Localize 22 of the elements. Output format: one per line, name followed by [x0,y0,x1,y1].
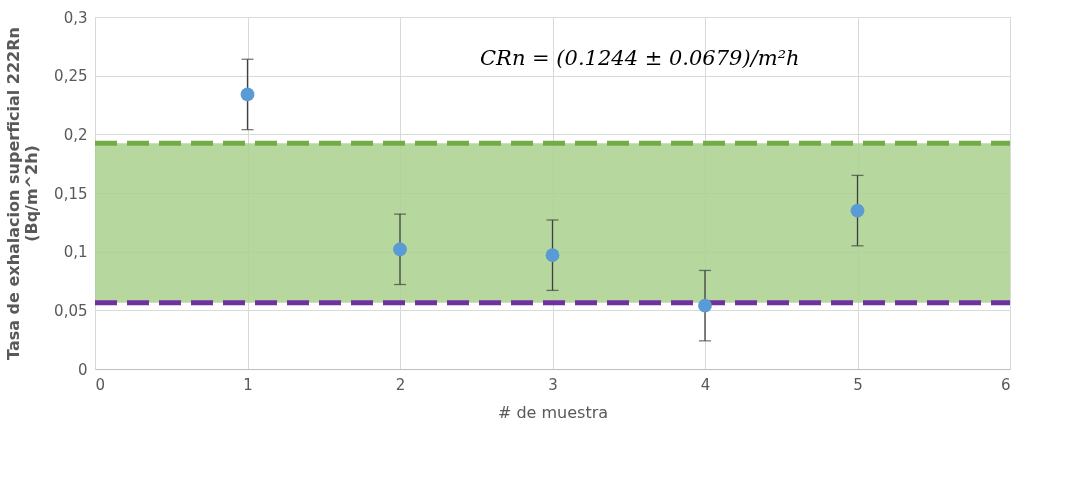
y-tick-label: 0,2 [63,125,88,144]
x-axis-title: # de muestra [497,402,609,422]
point [698,298,712,313]
y-tick-label: 0,1 [63,243,88,262]
x-tick-label: 5 [853,375,863,394]
x-tick-label: 2 [395,375,406,394]
x-tick-label: 0 [95,375,106,394]
x-tick-label: 1 [243,375,253,394]
point [850,203,865,218]
y-tick-label: 0,3 [63,8,88,27]
x-tick-label: 3 [548,375,558,394]
x-tick-label: 4 [700,375,711,394]
point [545,248,560,263]
x-tick-label: 6 [1000,375,1011,394]
y-tick-label: 0 [77,360,88,379]
y-axis-title: Tasa de exhalacion superficial 222Rn (Bq/m^2h) [4,27,42,360]
point [240,87,255,102]
y-tick-label: 0,25 [54,67,88,86]
y-tick-label: 0,15 [54,184,88,203]
y-tick-label: 0,05 [54,301,88,320]
annotation: CRn = (0.1244 ± 0.0679)/m²h [480,46,800,70]
point [393,242,407,257]
